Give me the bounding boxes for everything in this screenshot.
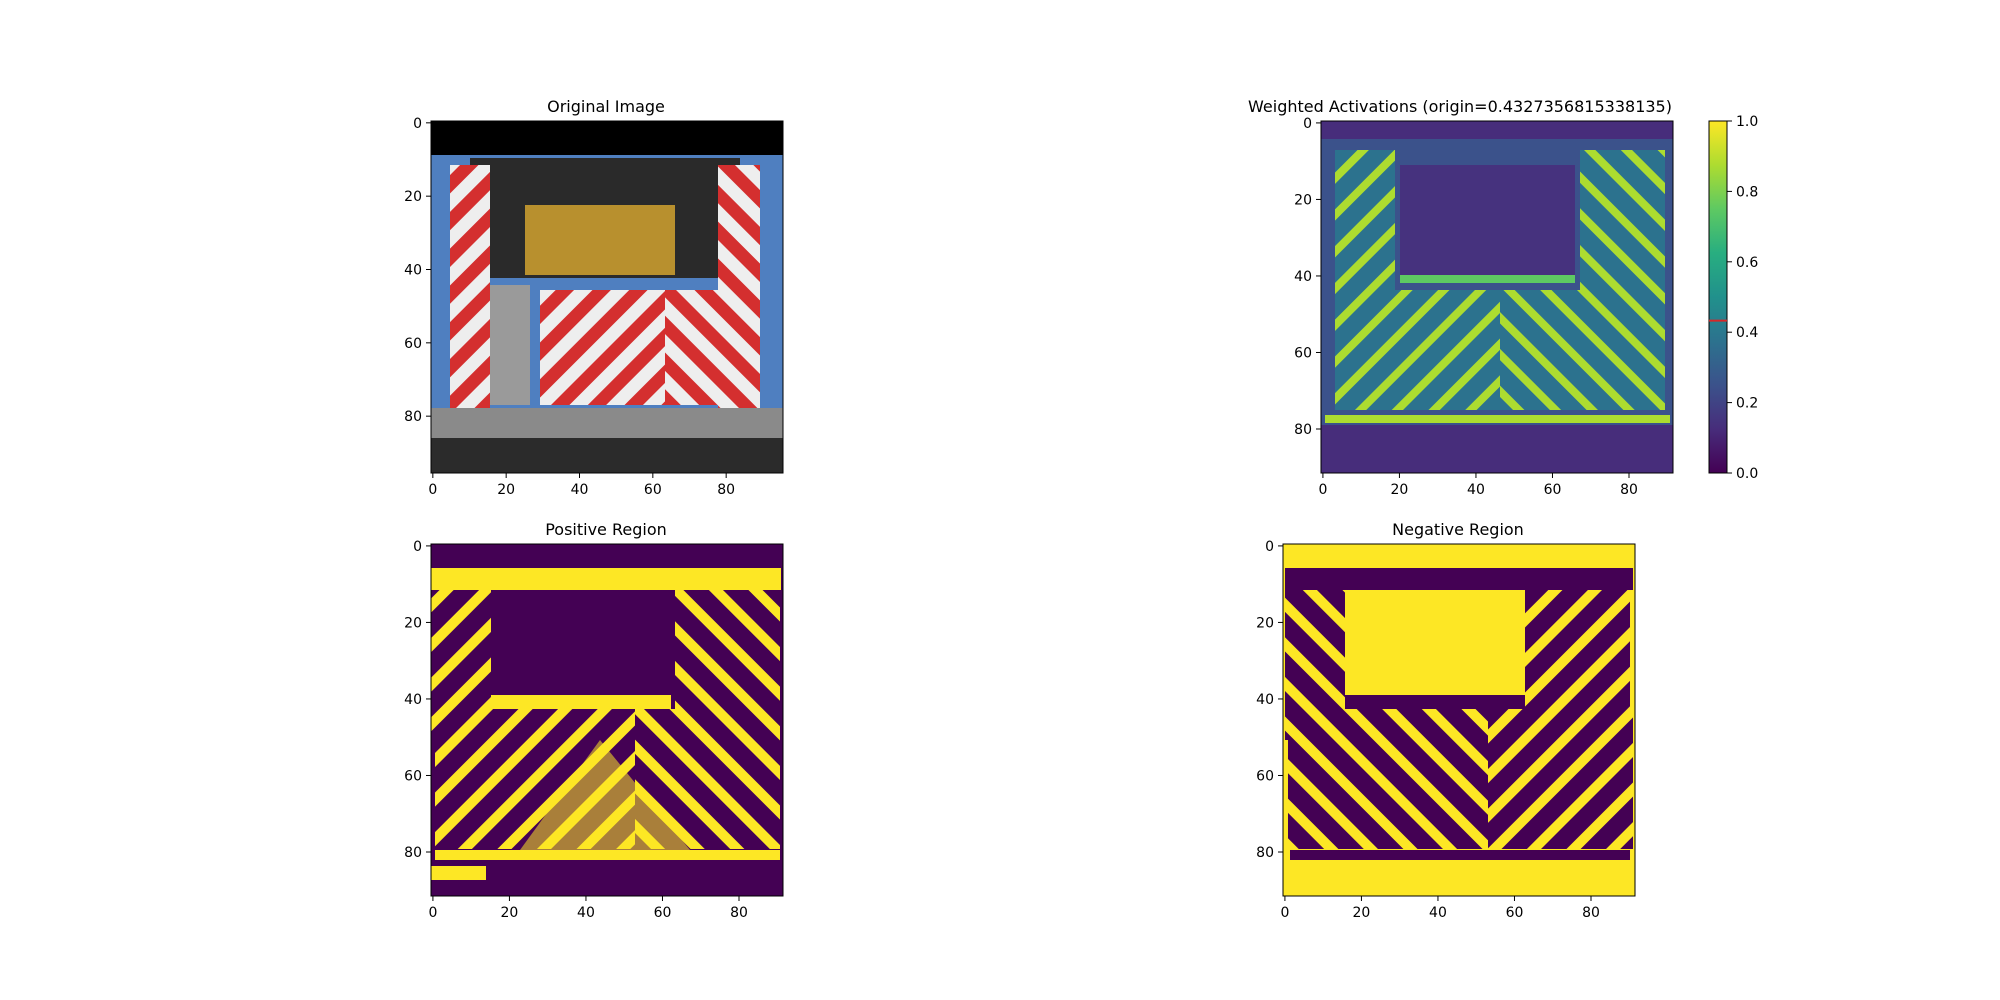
x-axis: 0 20 40 60 80 xyxy=(428,473,735,498)
y-axis: 0 20 40 60 80 xyxy=(1294,116,1321,438)
y-tick-label: 20 xyxy=(1256,615,1274,631)
axes-frame xyxy=(1320,120,1674,474)
y-tick-label: 20 xyxy=(404,189,422,205)
colorbar-tick-label: 0.0 xyxy=(1736,466,1758,482)
x-axis: 0 20 40 60 80 xyxy=(1318,473,1638,498)
y-tick-label: 0 xyxy=(1303,116,1312,132)
x-tick-label: 60 xyxy=(1506,905,1524,921)
y-tick-label: 80 xyxy=(404,409,422,425)
x-tick-label: 0 xyxy=(1318,482,1327,498)
axes-frame xyxy=(430,120,784,474)
y-tick-label: 60 xyxy=(1256,768,1274,784)
y-tick-label: 0 xyxy=(413,116,422,132)
x-tick-label: 20 xyxy=(1391,482,1409,498)
y-tick-label: 60 xyxy=(1294,345,1312,361)
y-tick-label: 20 xyxy=(1294,192,1312,208)
y-tick-label: 40 xyxy=(404,692,422,708)
colorbar-tick-label: 0.8 xyxy=(1736,184,1758,200)
colorbar-gradient xyxy=(1708,120,1728,474)
y-tick-label: 80 xyxy=(404,845,422,861)
x-tick-label: 0 xyxy=(428,905,437,921)
y-axis: 0 20 40 60 80 xyxy=(404,116,431,425)
y-tick-label: 20 xyxy=(404,615,422,631)
image-content xyxy=(431,121,783,473)
panel-title: Negative Region xyxy=(1392,520,1524,539)
colorbar-tick-label: 1.0 xyxy=(1736,114,1758,130)
x-tick-label: 60 xyxy=(654,905,672,921)
y-tick-label: 40 xyxy=(1294,269,1312,285)
x-tick-label: 60 xyxy=(1544,482,1562,498)
colorbar-tick-label: 0.2 xyxy=(1736,396,1758,412)
y-tick-label: 80 xyxy=(1294,422,1312,438)
x-tick-label: 20 xyxy=(1353,905,1371,921)
x-tick-label: 20 xyxy=(497,482,515,498)
x-tick-label: 80 xyxy=(717,482,735,498)
mask-content xyxy=(431,544,783,896)
x-tick-label: 40 xyxy=(571,482,589,498)
x-tick-label: 0 xyxy=(428,482,437,498)
y-tick-label: 0 xyxy=(413,539,422,555)
x-axis: 0 20 40 60 80 xyxy=(1280,896,1600,921)
colorbar-ticks: 0.0 0.2 0.4 0.6 0.8 1.0 xyxy=(1727,114,1758,482)
y-axis: 0 20 40 60 80 xyxy=(1256,539,1283,861)
y-tick-label: 80 xyxy=(1256,845,1274,861)
panel-weighted-activations: Weighted Activations (origin=0.432735681… xyxy=(1248,97,1674,498)
panel-negative-region: Negative Region 0 20 40 60 80 0 20 40 60 80 xyxy=(1256,520,1636,921)
panel-title: Weighted Activations (origin=0.432735681… xyxy=(1248,97,1672,116)
x-tick-label: 40 xyxy=(1429,905,1447,921)
x-tick-label: 40 xyxy=(577,905,595,921)
mask-content xyxy=(1283,544,1635,896)
y-tick-label: 60 xyxy=(404,768,422,784)
panel-positive-region: Positive Region 0 20 40 60 80 0 20 40 60 80 xyxy=(404,520,784,921)
colorbar: 0.0 0.2 0.4 0.6 0.8 1.0 xyxy=(1708,114,1758,482)
y-tick-label: 60 xyxy=(404,336,422,352)
x-tick-label: 80 xyxy=(730,905,748,921)
x-axis: 0 20 40 60 80 xyxy=(428,896,748,921)
y-axis: 0 20 40 60 80 xyxy=(404,539,431,861)
x-tick-label: 80 xyxy=(1582,905,1600,921)
x-tick-label: 40 xyxy=(1467,482,1485,498)
x-tick-label: 20 xyxy=(501,905,519,921)
x-tick-label: 0 xyxy=(1280,905,1289,921)
y-tick-label: 40 xyxy=(404,263,422,279)
y-tick-label: 40 xyxy=(1256,692,1274,708)
panel-original-image: Original Image 0 20 40 60 80 0 20 40 60 80 xyxy=(404,97,784,498)
x-tick-label: 60 xyxy=(644,482,662,498)
y-tick-label: 0 xyxy=(1265,539,1274,555)
heatmap-content xyxy=(1321,121,1673,473)
x-tick-label: 80 xyxy=(1620,482,1638,498)
panel-title: Original Image xyxy=(547,97,665,116)
colorbar-tick-label: 0.6 xyxy=(1736,255,1758,271)
axes-frame xyxy=(1282,543,1636,897)
panel-title: Positive Region xyxy=(545,520,667,539)
colorbar-tick-label: 0.4 xyxy=(1736,325,1758,341)
axes-frame xyxy=(430,543,784,897)
